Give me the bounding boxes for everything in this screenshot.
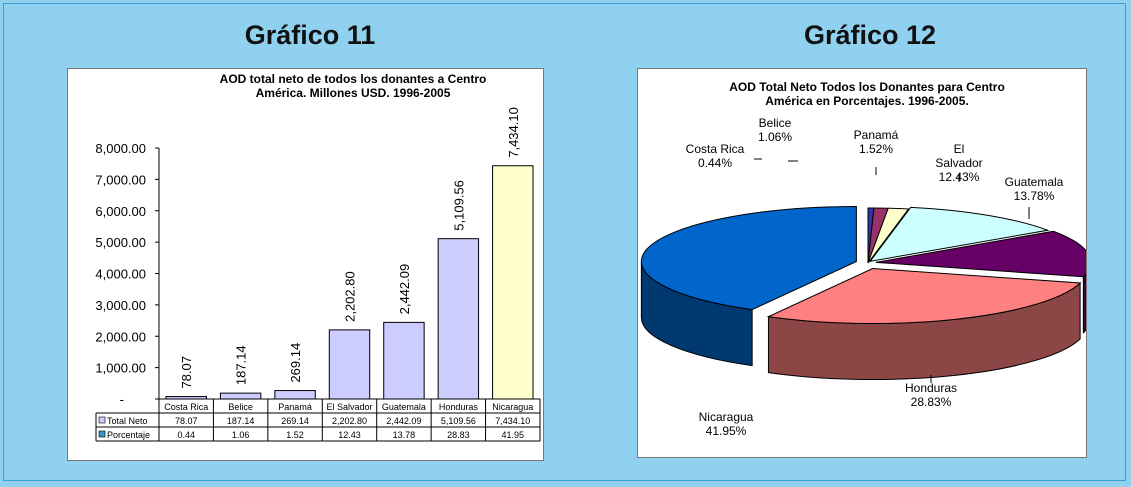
bar-chart-panel: AOD total neto de todos los donantes a C… — [67, 68, 544, 461]
legend-swatch — [98, 430, 106, 438]
table-cell: 1.52 — [286, 430, 304, 440]
chart-11-heading: Gráfico 11 — [244, 20, 376, 50]
table-category-label: Panamá — [278, 402, 312, 412]
table-cell: 2,442.09 — [386, 416, 421, 426]
table-cell: 5,109.56 — [441, 416, 476, 426]
data-table: Costa Rica Belice Panamá El Salvador Guatema… — [95, 399, 541, 442]
y-tick-label: 3,000.00 — [95, 298, 146, 313]
bar — [219, 392, 262, 400]
bar — [165, 396, 207, 400]
y-tick-label: - — [120, 392, 124, 407]
bar-value-label: 5,109.56 — [451, 180, 466, 231]
table-series-name: Total Neto — [107, 416, 148, 426]
y-tick-label: 7,000.00 — [95, 172, 146, 187]
slice-name: El — [954, 142, 965, 156]
pie-chart: AOD Total Neto Todos los Donantes para C… — [640, 80, 1092, 438]
bar — [328, 329, 371, 400]
chart-title: América. Millones USD. 1996-2005 — [256, 86, 451, 100]
bar — [383, 321, 425, 400]
bar-value-label: 7,434.10 — [506, 107, 521, 158]
slice-label: Costa Rica 0.44% — [686, 142, 745, 170]
slice-label: Panamá 1.52% — [854, 128, 899, 156]
bar-value-label: 2,202.80 — [343, 271, 358, 322]
table-cell: 1.06 — [232, 430, 250, 440]
table-cell: 13.78 — [393, 430, 416, 440]
table-cell: 0.44 — [177, 430, 195, 440]
y-tick-label: 2,000.00 — [95, 329, 146, 344]
legend-swatch — [98, 416, 106, 424]
pie-slice — [766, 268, 1082, 325]
slice-name: Guatemala — [1005, 175, 1064, 189]
bar-value-label: 78.07 — [179, 356, 194, 389]
table-cell: 12.43 — [338, 430, 361, 440]
y-tick-label: 5,000.00 — [95, 235, 146, 250]
slice-percent: 1.52% — [859, 142, 893, 156]
figure-frame — [3, 3, 1126, 481]
table-cell: 269.14 — [281, 416, 309, 426]
slice-percent: 0.44% — [698, 156, 732, 170]
bar-chart: AOD total neto de todos los donantes a C… — [95, 72, 541, 442]
y-tick-label: 4,000.00 — [95, 267, 146, 282]
y-tick-label: 1,000.00 — [95, 361, 146, 376]
chart-12-heading: Gráfico 12 — [803, 20, 937, 50]
chart-title: AOD Total Neto Todos los Donantes para C… — [729, 80, 1005, 94]
table-category-label: Nicaragua — [492, 402, 533, 412]
bar — [437, 238, 480, 400]
table-cell: 7,434.10 — [495, 416, 530, 426]
table-cell: 2,202.80 — [332, 416, 367, 426]
slice-name: Honduras — [905, 381, 957, 395]
slice-percent: 1.06% — [758, 130, 792, 144]
slice-label: Honduras 28.83% — [905, 381, 957, 409]
slice-label: El Salvador 12.43% — [935, 142, 982, 184]
bar-value-label: 2,442.09 — [397, 264, 412, 315]
bar — [274, 390, 316, 400]
table-series-name: Porcentaje — [107, 430, 150, 440]
chart-title: América en Porcentajes. 1996-2005. — [765, 94, 968, 108]
table-category-label: Honduras — [439, 402, 479, 412]
bar — [492, 165, 534, 400]
slice-label: Belice 1.06% — [758, 116, 792, 144]
slice-label: Nicaragua 41.95% — [699, 410, 754, 438]
slice-percent: 12.43% — [939, 170, 980, 184]
pie-slice — [640, 205, 857, 311]
table-cell: 28.83 — [447, 430, 470, 440]
y-tick-label: 8,000.00 — [95, 141, 146, 156]
slice-percent: 41.95% — [706, 424, 747, 438]
slice-label: Guatemala 13.78% — [1005, 175, 1064, 203]
slice-name: Costa Rica — [686, 142, 745, 156]
pie-slice — [867, 207, 910, 264]
table-cell: 78.07 — [175, 416, 198, 426]
slice-name: Nicaragua — [699, 410, 754, 424]
slice-percent: 28.83% — [911, 395, 952, 409]
slice-name: Salvador — [935, 156, 982, 170]
slice-percent: 13.78% — [1014, 189, 1055, 203]
bar-value-label: 187.14 — [234, 345, 249, 385]
pie-slice — [869, 206, 1050, 263]
slice-name: Belice — [759, 116, 792, 130]
table-cell: 41.95 — [502, 430, 525, 440]
table-category-label: Costa Rica — [164, 402, 208, 412]
table-category-label: Guatemala — [382, 402, 426, 412]
table-cell: 187.14 — [227, 416, 255, 426]
y-tick-label: 6,000.00 — [95, 204, 146, 219]
pie-chart-panel: AOD Total Neto Todos los Donantes para C… — [637, 68, 1092, 458]
slice-name: Panamá — [854, 128, 899, 142]
table-category-label: Belice — [228, 402, 253, 412]
table-category-label: El Salvador — [326, 402, 372, 412]
chart-title: AOD total neto de todos los donantes a C… — [220, 72, 487, 86]
bar-value-label: 269.14 — [288, 343, 303, 383]
